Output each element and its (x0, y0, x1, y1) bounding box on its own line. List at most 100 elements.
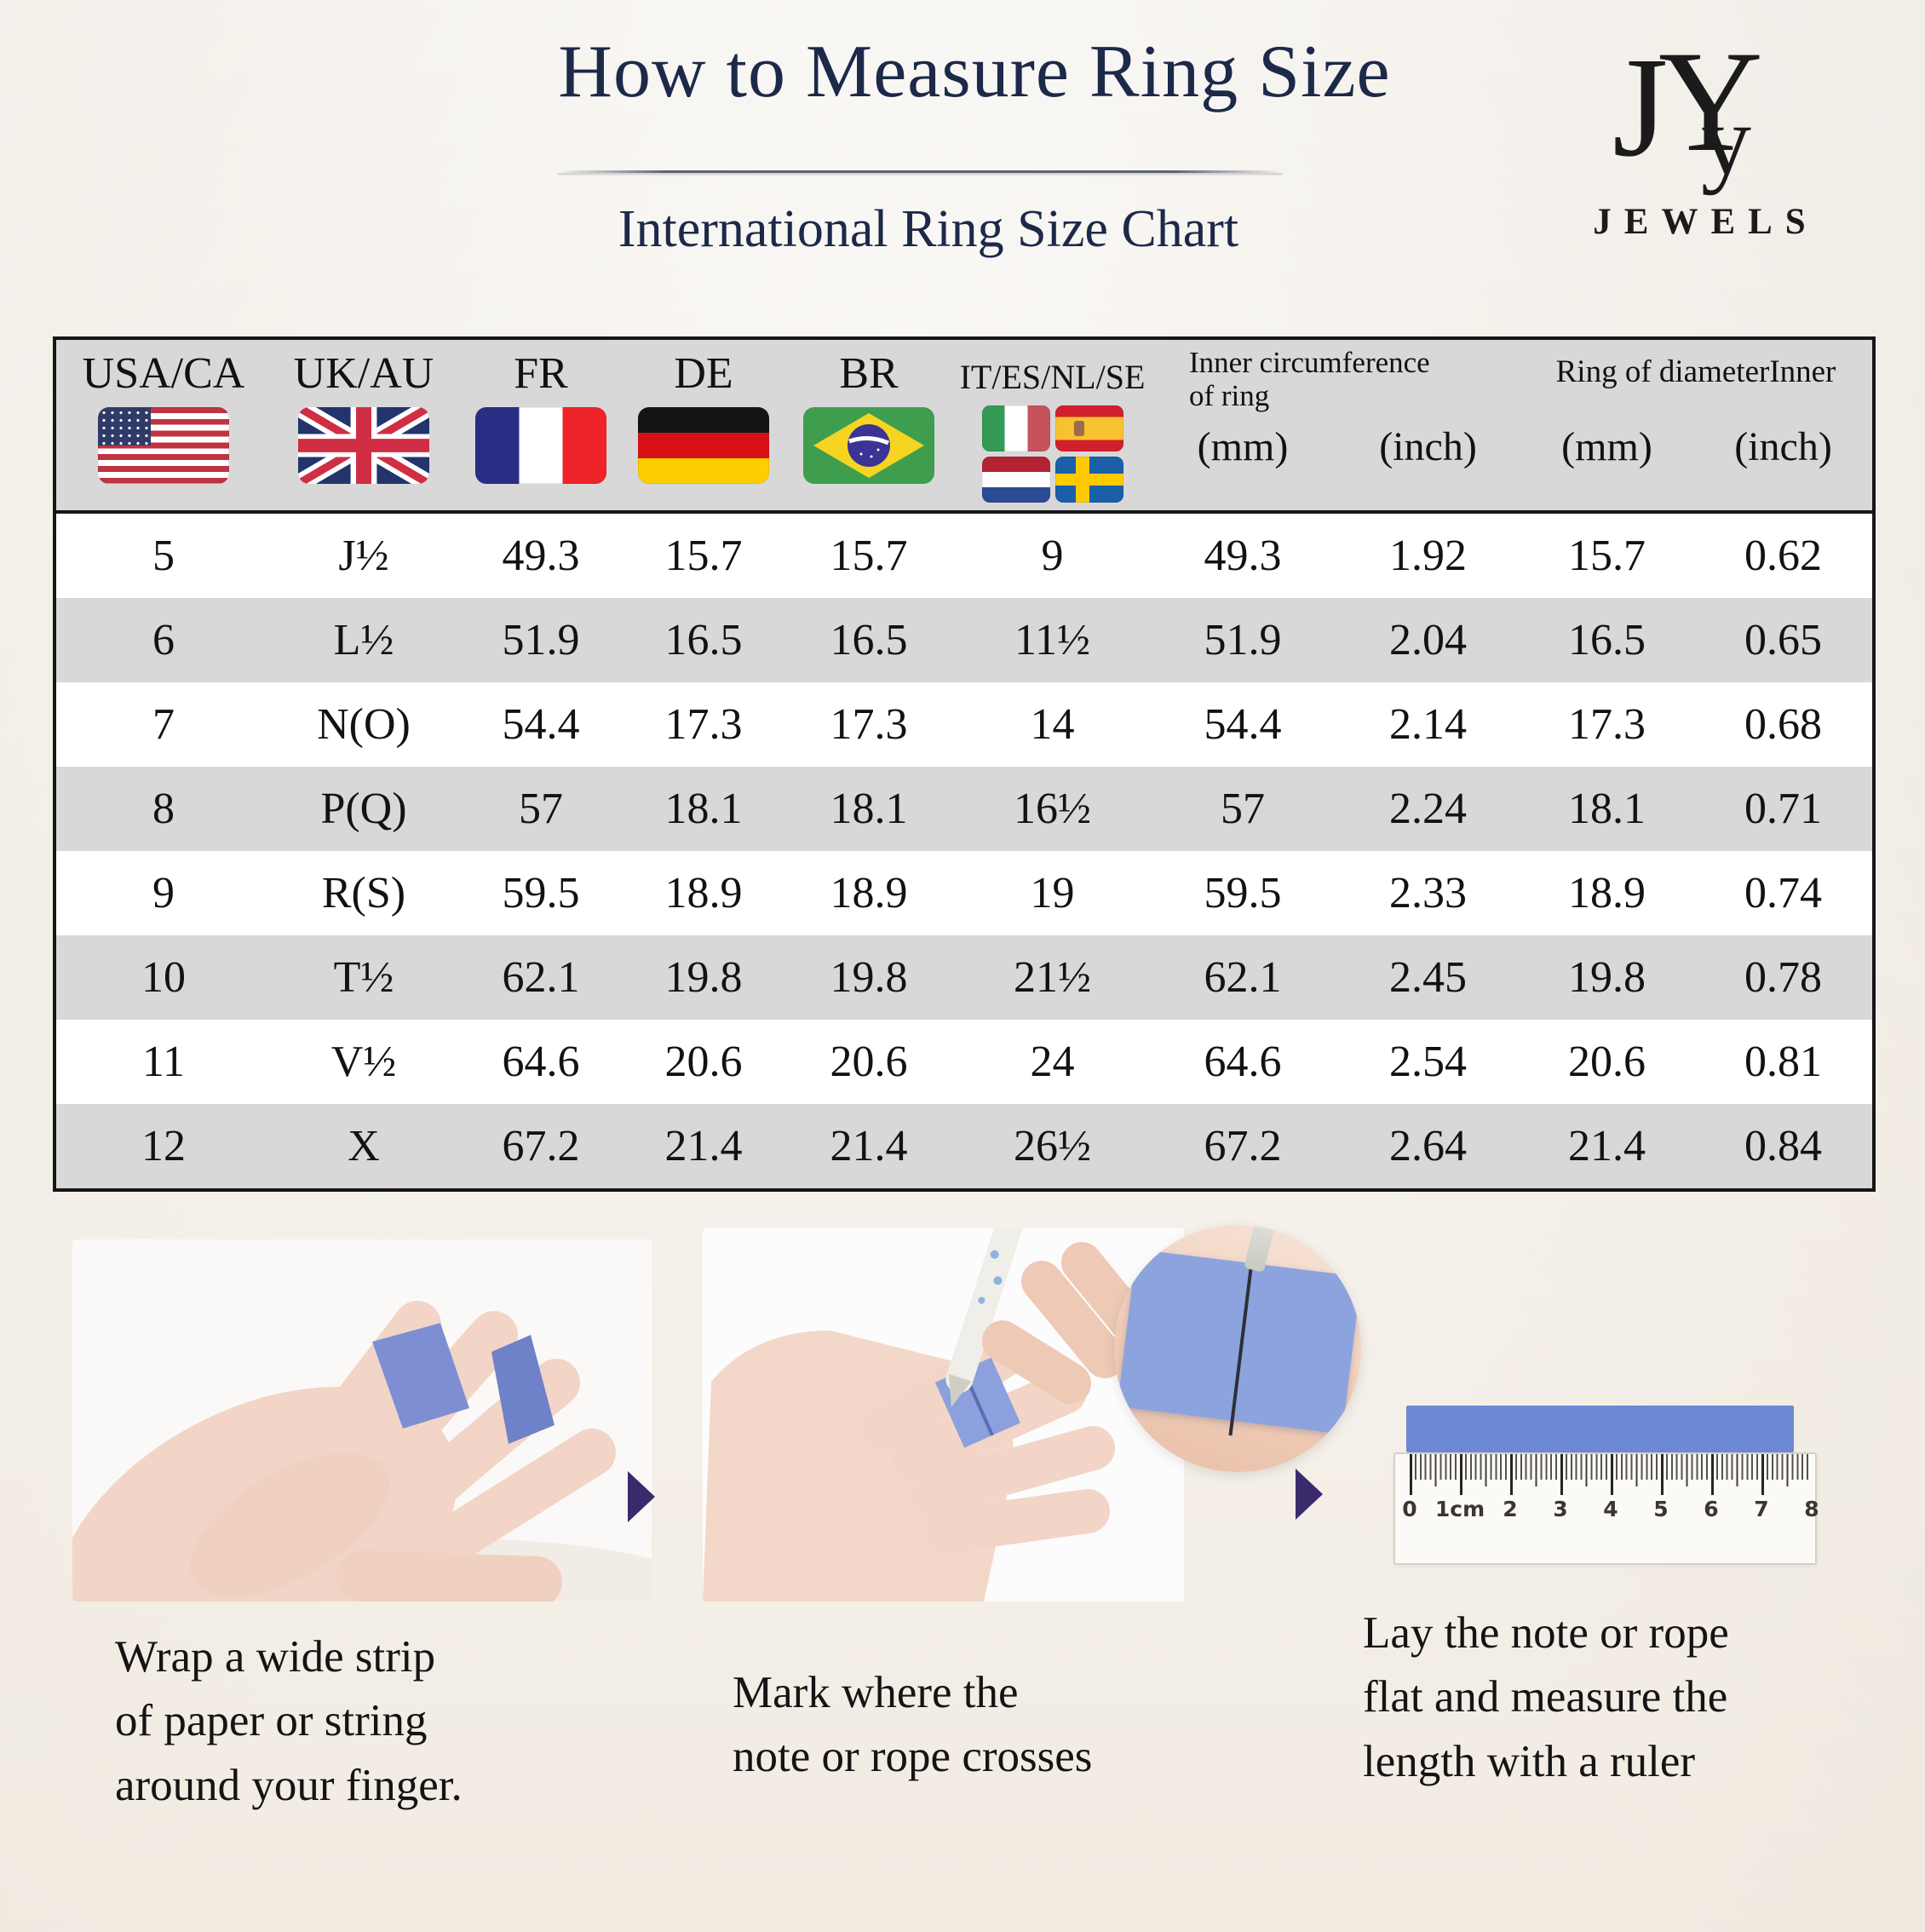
table-cell: 16.5 (664, 616, 743, 664)
table-cell: 54.4 (1204, 700, 1282, 749)
ruler-ticks (1410, 1454, 1808, 1495)
unit-header-mm-diameter: (mm) (1561, 424, 1652, 469)
title-divider (558, 170, 1282, 173)
step3-caption: Lay the note or rope flat and measure the… (1363, 1601, 1908, 1794)
column-label: BR (839, 349, 899, 398)
table-row: 11 V½ 64.6 20.6 20.6 24 64.6 2.54 20.6 0.81 (56, 1020, 1872, 1104)
table-cell: 19.8 (830, 953, 908, 1002)
table-cell: 2.24 (1389, 785, 1467, 833)
table-cell: 9 (1041, 532, 1064, 580)
table-cell: L½ (333, 616, 394, 664)
column-header-it-es-nl-se: IT/ES/NL/SE (956, 340, 1149, 510)
table-cell: 24 (1030, 1038, 1075, 1086)
ruler-number: 2 (1503, 1497, 1518, 1521)
table-cell: J½ (338, 532, 389, 580)
table-cell: 59.5 (502, 869, 580, 917)
ruler-number: 7 (1754, 1497, 1769, 1521)
table-cell: 19.8 (1568, 953, 1646, 1002)
table-row: 7 N(O) 54.4 17.3 17.3 14 54.4 2.14 17.3 0.68 (56, 682, 1872, 767)
table-cell: 2.45 (1389, 953, 1467, 1002)
ruler-number: 4 (1603, 1497, 1618, 1521)
table-cell: 16½ (1014, 785, 1091, 833)
table-row: 10 T½ 62.1 19.8 19.8 21½ 62.1 2.45 19.8 0.78 (56, 935, 1872, 1020)
table-cell: 0.78 (1744, 953, 1822, 1002)
germany-flag-icon (638, 407, 769, 484)
table-cell: 21½ (1014, 953, 1091, 1002)
table-cell: 59.5 (1204, 869, 1282, 917)
italy-spain-netherlands-sweden-flag-grid (981, 405, 1123, 503)
table-cell: 17.3 (830, 700, 908, 749)
table-cell: 0.74 (1744, 869, 1822, 917)
table-cell: 0.84 (1744, 1122, 1822, 1170)
table-cell: 54.4 (502, 700, 580, 749)
page-subtitle: International Ring Size Chart (618, 200, 1239, 258)
table-cell: X (348, 1122, 380, 1170)
ruler-number: 5 (1653, 1497, 1669, 1521)
table-cell: 1.92 (1389, 532, 1467, 580)
table-cell: V½ (330, 1038, 397, 1086)
ring-diameter-group-header: Ring of diameterInner (1555, 354, 1836, 389)
caption-line: note or rope crosses (733, 1732, 1093, 1782)
ruler-number: 0 (1402, 1497, 1417, 1521)
arrow-right-icon (628, 1471, 655, 1522)
table-cell: 0.68 (1744, 700, 1822, 749)
table-cell: 15.7 (664, 532, 743, 580)
logo-wordmark: JEWELS (1593, 202, 1819, 242)
column-label: IT/ES/NL/SE (959, 358, 1146, 396)
table-row: 8 P(Q) 57 18.1 18.1 16½ 57 2.24 18.1 0.71 (56, 767, 1872, 851)
table-cell: 62.1 (1204, 953, 1282, 1002)
table-cell: 15.7 (830, 532, 908, 580)
table-cell: 64.6 (502, 1038, 580, 1086)
caption-line: length with a ruler (1363, 1736, 1696, 1786)
table-cell: 18.1 (1568, 785, 1646, 833)
table-row: 6 L½ 51.9 16.5 16.5 11½ 51.9 2.04 16.5 0.65 (56, 598, 1872, 682)
column-header-de: DE (625, 340, 782, 510)
table-cell: 62.1 (502, 953, 580, 1002)
table-cell: 15.7 (1568, 532, 1646, 580)
table-cell: 2.64 (1389, 1122, 1467, 1170)
table-cell: N(O) (317, 700, 411, 749)
sweden-flag-icon (1054, 457, 1123, 503)
ruler-number: 3 (1553, 1497, 1568, 1521)
ruler-number: 8 (1804, 1497, 1819, 1521)
table-cell: 18.9 (1568, 869, 1646, 917)
table-body: 5 J½ 49.3 15.7 15.7 9 49.3 1.92 15.7 0.62 6 L½ 51.9 1… (56, 514, 1872, 1188)
table-cell: 7 (152, 700, 175, 749)
table-cell: 2.14 (1389, 700, 1467, 749)
table-cell: 21.4 (1568, 1122, 1646, 1170)
blue-band (1117, 1249, 1361, 1435)
table-row: 9 R(S) 59.5 18.9 18.9 19 59.5 2.33 18.9 0.74 (56, 851, 1872, 935)
table-cell: 0.65 (1744, 616, 1822, 664)
step3-ruler-photo: 0 1cm 2 3 4 5 6 7 8 (1393, 1401, 1819, 1572)
table-header: USA/CA UK/AU FR DE BR IT/ES/NL/SE Inner circu… (56, 340, 1872, 514)
logo-letter-y: Y (1658, 21, 1763, 181)
caption-line: Wrap a wide strip (115, 1632, 436, 1682)
table-cell: 67.2 (1204, 1122, 1282, 1170)
column-header-fr: FR (457, 340, 625, 510)
table-cell: 51.9 (1204, 616, 1282, 664)
table-cell: 18.9 (830, 869, 908, 917)
table-cell: 49.3 (1204, 532, 1282, 580)
ruler-number: 6 (1704, 1497, 1719, 1521)
table-cell: 2.04 (1389, 616, 1467, 664)
netherlands-flag-icon (981, 457, 1050, 503)
ruler-number: 1cm (1434, 1497, 1485, 1521)
table-cell: 20.6 (1568, 1038, 1646, 1086)
table-cell: 51.9 (502, 616, 580, 664)
table-cell: 12 (141, 1122, 186, 1170)
table-cell: 16.5 (1568, 616, 1646, 664)
table-cell: 2.54 (1389, 1038, 1467, 1086)
step1-wrap-finger-photo (72, 1239, 652, 1601)
table-cell: 20.6 (664, 1038, 743, 1086)
caption-line: of paper or string (115, 1696, 428, 1746)
france-flag-icon (475, 407, 606, 484)
table-cell: P(Q) (320, 785, 407, 833)
uk-flag-icon (298, 407, 429, 484)
table-cell: 16.5 (830, 616, 908, 664)
step2-caption: Mark where the note or rope crosses (733, 1661, 1261, 1790)
hand-with-pen-illustration (703, 1228, 1184, 1601)
logo-letter-j: J (1612, 28, 1669, 187)
table-cell: R(S) (321, 869, 406, 917)
hand-with-strips-illustration (72, 1239, 652, 1601)
table-cell: 67.2 (502, 1122, 580, 1170)
